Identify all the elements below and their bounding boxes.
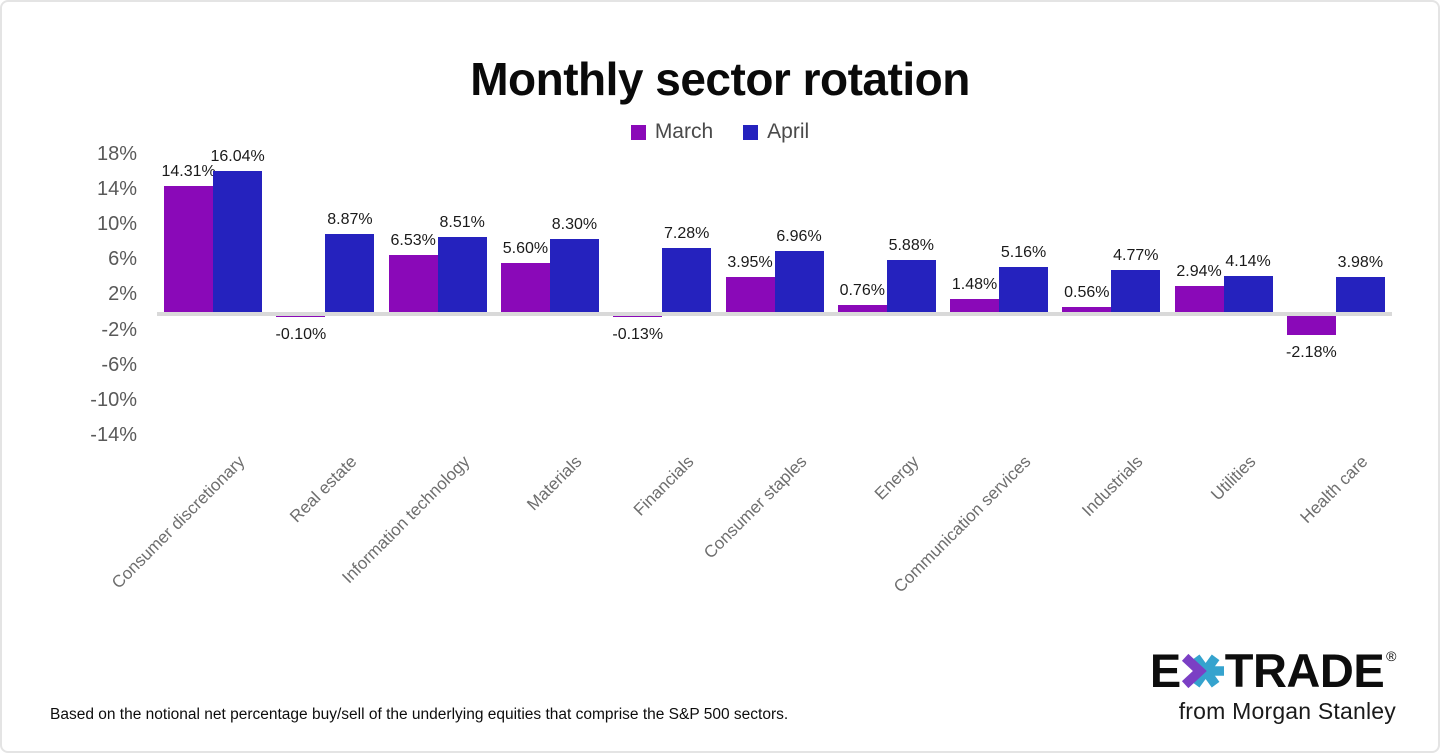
value-label-april-industrials: 4.77% [1113, 247, 1159, 265]
y-axis-tick: 14% [96, 177, 137, 200]
x-axis-label-financials: Financials [630, 452, 698, 520]
april-bar-energy [886, 260, 936, 312]
value-label-april-energy: 5.88% [888, 237, 934, 255]
april-bar-materials [549, 238, 599, 312]
y-axis-tick: -6% [101, 353, 137, 376]
y-axis-tick: 10% [96, 213, 137, 235]
etrade-logo: E TRADE ® [1149, 644, 1397, 697]
march-bar-health-care [1286, 316, 1336, 336]
march-bar-utilities [1174, 286, 1224, 312]
x-axis-label-materials: Materials [523, 452, 586, 515]
march-bar-materials [500, 262, 550, 312]
april-bar-consumer-discretionary [213, 170, 263, 312]
x-axis-label-information-technology: Information technology [338, 452, 474, 588]
etrade-asterisk-icon [1181, 653, 1224, 689]
april-bar-industrials [1111, 270, 1161, 312]
value-label-april-financials: 7.28% [664, 224, 710, 242]
chart-legend: March April [2, 120, 1438, 144]
value-label-april-materials: 8.30% [551, 215, 598, 233]
april-bar-health-care [1335, 276, 1385, 312]
legend-label-march: March [654, 120, 714, 143]
april-bar-utilities [1223, 275, 1273, 312]
value-label-march-real-estate: -0.10% [275, 326, 327, 343]
value-label-april-health-care: 3.98% [1337, 253, 1384, 271]
april-bar-information-technology [437, 237, 487, 312]
y-axis-tick: -14% [90, 424, 137, 447]
y-axis-tick: 2% [108, 283, 137, 306]
x-axis-label-consumer-staples: Consumer staples [699, 452, 810, 563]
x-axis-label-energy: Energy [870, 452, 923, 504]
y-axis-tick: 6% [108, 248, 137, 271]
value-label-march-communication-services: 1.48% [951, 275, 998, 293]
footnote-text: Based on the notional net percentage buy… [50, 706, 789, 723]
legend-item-march: March [630, 120, 714, 144]
value-label-march-materials: 5.60% [502, 239, 549, 257]
value-label-april-utilities: 4.14% [1225, 252, 1271, 270]
march-bar-industrials [1062, 307, 1112, 312]
registered-mark: ® [1386, 648, 1396, 664]
value-label-april-information-technology: 8.51% [439, 214, 485, 232]
value-label-march-financials: -0.13% [612, 326, 664, 344]
legend-item-april: April [743, 120, 809, 144]
y-axis-tick: -2% [101, 318, 137, 341]
chart-area: 18% 14% 10% 6% 2% -2% -6% -10% -14% 14.31% 16.04% C… [2, 142, 1440, 702]
march-bar-financials [613, 316, 663, 318]
value-label-march-consumer-discretionary: 14.31% [161, 163, 216, 181]
brand-lockup: E TRADE ® from Morgan Stanley [1149, 644, 1397, 725]
value-label-march-information-technology: 6.53% [390, 231, 436, 249]
april-bar-communication-services [999, 266, 1049, 312]
x-axis-label-consumer-discretionary: Consumer discretionary [108, 452, 249, 593]
april-bar-real-estate [325, 233, 375, 312]
march-bar-information-technology [388, 254, 438, 312]
march-bar-energy [837, 305, 887, 312]
march-bar-consumer-discretionary [164, 186, 214, 312]
etrade-logo-e: E [1149, 644, 1181, 697]
april-bar-consumer-staples [774, 250, 824, 312]
etrade-logo-trade: TRADE [1224, 644, 1385, 697]
value-label-march-utilities: 2.94% [1176, 263, 1222, 281]
march-swatch-icon [630, 124, 646, 140]
value-label-april-consumer-staples: 6.96% [776, 227, 822, 245]
march-bar-real-estate [276, 316, 326, 317]
x-axis-label-communication-services: Communication services [890, 452, 1035, 597]
legend-label-april: April [767, 120, 810, 143]
brand-tagline: from Morgan Stanley [1178, 698, 1396, 724]
value-label-march-industrials: 0.56% [1064, 284, 1110, 302]
march-bar-consumer-staples [725, 277, 775, 312]
value-label-april-consumer-discretionary: 16.04% [210, 147, 265, 165]
value-label-april-real-estate: 8.87% [327, 210, 373, 228]
value-label-march-health-care: -2.18% [1286, 344, 1337, 362]
x-axis-label-real-estate: Real estate [286, 452, 361, 527]
x-axis-baseline [157, 312, 1392, 316]
value-label-april-communication-services: 5.16% [1000, 243, 1047, 261]
x-axis-label-industrials: Industrials [1078, 452, 1147, 521]
y-axis-tick: 18% [96, 142, 137, 165]
chart-title: Monthly sector rotation [470, 53, 970, 105]
value-label-march-energy: 0.76% [839, 282, 885, 300]
april-swatch-icon [743, 124, 759, 140]
march-bar-communication-services [950, 298, 1000, 312]
y-axis-tick: -10% [90, 389, 137, 411]
april-bar-financials [662, 247, 712, 312]
value-label-march-consumer-staples: 3.95% [727, 254, 773, 272]
